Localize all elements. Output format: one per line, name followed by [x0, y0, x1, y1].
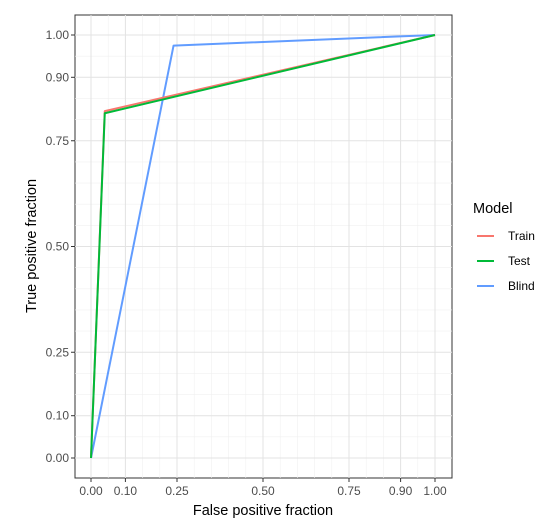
y-tick-label: 0.50 [46, 240, 70, 254]
x-tick-label: 0.10 [114, 484, 138, 498]
y-tick-label: 0.90 [46, 70, 70, 84]
legend-label-train: Train [508, 229, 535, 243]
legend-title: Model [473, 201, 513, 217]
x-tick-label: 0.00 [79, 484, 103, 498]
y-axis-title: True positive fraction [24, 179, 40, 313]
x-tick-label: 0.75 [337, 484, 361, 498]
y-tick-label: 0.00 [46, 451, 70, 465]
x-axis-title: False positive fraction [193, 503, 333, 519]
y-tick-label: 1.00 [46, 28, 70, 42]
x-tick-label: 0.90 [389, 484, 413, 498]
legend-label-test: Test [508, 254, 531, 268]
y-tick-label: 0.10 [46, 409, 70, 423]
x-axis-ticks: 0.00 0.10 0.25 0.50 0.75 0.90 1.00 [79, 478, 447, 498]
x-tick-label: 1.00 [423, 484, 447, 498]
series-lines [90, 34, 436, 459]
x-tick-label: 0.50 [251, 484, 275, 498]
grid [75, 15, 452, 478]
y-tick-label: 0.25 [46, 345, 70, 359]
x-tick-label: 0.25 [165, 484, 189, 498]
series-line-test [90, 34, 436, 459]
legend: Model Train Test Blind [473, 201, 535, 293]
y-tick-label: 0.75 [46, 134, 70, 148]
series-line-blind [90, 34, 436, 459]
legend-label-blind: Blind [508, 279, 535, 293]
y-axis-ticks: 0.00 0.10 0.25 0.50 0.75 0.90 1.00 [46, 28, 75, 465]
